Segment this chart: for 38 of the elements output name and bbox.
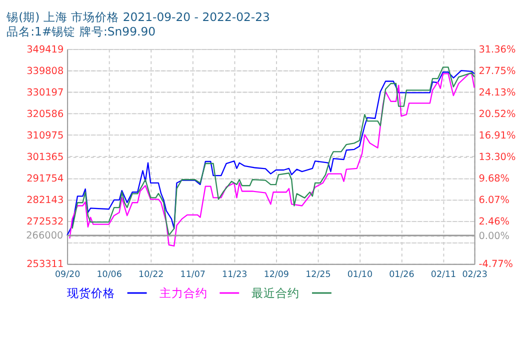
y-tick-label: 253311 xyxy=(26,259,64,270)
ref-line-label: 266000 xyxy=(26,230,64,242)
legend-label: 主力合约 xyxy=(159,286,208,300)
x-tick-label: 10/22 xyxy=(138,270,164,280)
x-tick-label: 02/11 xyxy=(430,270,456,280)
x-tick-label: 11/07 xyxy=(180,270,206,280)
x-tick-label: 11/23 xyxy=(222,270,248,280)
y2-tick-label: 27.75% xyxy=(478,66,516,77)
y-tick-label: 272532 xyxy=(26,216,64,228)
y-tick-label: 301365 xyxy=(26,152,64,163)
x-tick-label: 10/06 xyxy=(96,270,122,280)
y2-tick-label: 0.00% xyxy=(478,230,510,242)
y2-tick-label: 9.68% xyxy=(478,173,510,184)
x-tick-label: 01/26 xyxy=(389,270,414,280)
x-tick-label: 02/23 xyxy=(462,270,488,280)
y2-tick-label: 16.91% xyxy=(478,130,516,142)
y-tick-label: 310975 xyxy=(26,130,64,142)
x-tick-label: 12/09 xyxy=(264,270,289,280)
legend-label: 最近合约 xyxy=(252,286,300,300)
x-tick-label: 01/10 xyxy=(347,270,373,280)
y-tick-label: 330197 xyxy=(26,87,64,98)
y-tick-label: 320586 xyxy=(26,108,64,120)
x-tick-label: 09/20 xyxy=(54,270,80,280)
x-tick-label: 12/25 xyxy=(306,270,331,280)
y2-tick-label: 2.46% xyxy=(478,216,510,228)
y2-tick-label: 13.30% xyxy=(478,152,516,163)
chart-subtitle: 品名:1#锡锭 牌号:Sn99.90 xyxy=(6,24,156,38)
y2-tick-label: 24.13% xyxy=(478,87,516,98)
y2-tick-label: -4.77% xyxy=(478,259,514,270)
y2-tick-label: 6.07% xyxy=(478,194,510,206)
y2-tick-label: 20.52% xyxy=(478,108,516,120)
y-tick-label: 282143 xyxy=(26,194,64,206)
y-tick-label: 291754 xyxy=(26,173,64,184)
legend-label: 现货价格 xyxy=(67,286,116,300)
y-tick-label: 339808 xyxy=(26,66,64,77)
chart-title: 锡(期) 上海 市场价格 2021-09-20 - 2022-02-23 xyxy=(6,10,270,24)
y2-tick-label: 31.36% xyxy=(478,44,516,56)
y-tick-label: 349419 xyxy=(26,44,64,56)
